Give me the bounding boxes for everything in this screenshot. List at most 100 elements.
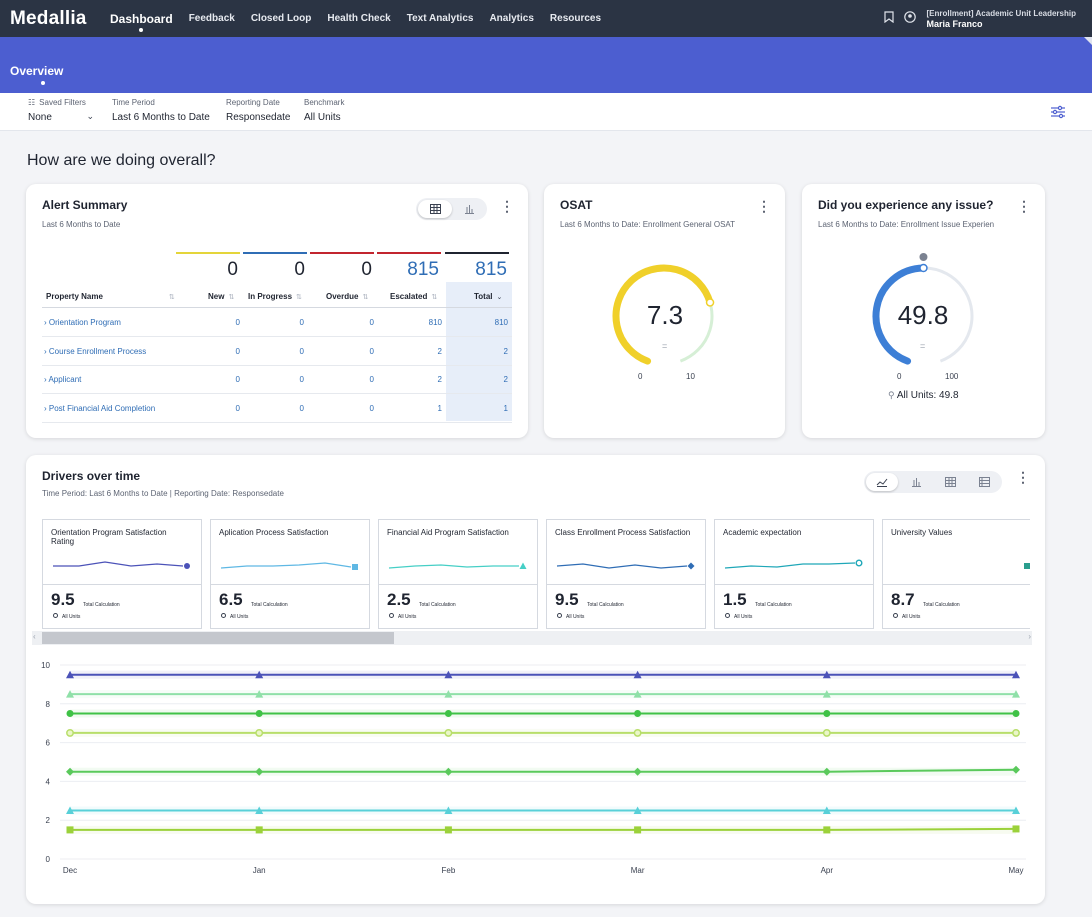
driver-tile[interactable]: Academic expectation 1.5 Total Calculation… [714,519,874,629]
user-icon[interactable] [904,11,917,26]
table-row[interactable]: › Post Financial Aid Completion 0 0 0 1 1 [42,395,512,423]
cell-total[interactable]: 1 [503,403,508,413]
data-point[interactable] [822,728,831,737]
col-total[interactable]: Total ⌄ [474,292,502,301]
nav-resources[interactable]: Resources [549,13,602,24]
data-point[interactable] [1012,710,1020,717]
cell-new[interactable]: 0 [235,375,240,384]
drivers-more-icon[interactable]: ⋮ [1016,469,1030,485]
data-point[interactable] [444,670,453,679]
saved-filters-dropdown[interactable]: ☷ Saved Filters None ⌄ [28,98,98,123]
data-point[interactable] [66,710,74,717]
expand-chevron-icon[interactable]: › [44,318,49,327]
data-point[interactable] [66,826,74,834]
cell-new[interactable]: 0 [235,318,240,327]
user-menu[interactable]: [Enrollment] Academic Unit Leadership Ma… [926,8,1076,30]
data-point[interactable] [255,728,264,737]
data-point[interactable] [633,728,642,737]
cell-escalated[interactable]: 2 [437,375,442,384]
table-row[interactable]: › Orientation Program 0 0 0 810 810 [42,309,512,337]
data-point[interactable] [823,826,831,834]
expand-chevron-icon[interactable]: › [44,403,49,413]
col-escalated[interactable]: Escalated ⇅ [390,292,437,301]
data-point[interactable] [822,806,831,815]
data-point[interactable] [255,710,263,717]
cell-in-progress[interactable]: 0 [299,403,304,413]
nav-dashboard[interactable]: Dashboard [110,0,173,37]
nav-text-analytics[interactable]: Text Analytics [406,13,474,24]
bar-view-button[interactable] [900,473,932,491]
data-point[interactable] [634,710,642,717]
cell-overdue[interactable]: 0 [369,403,374,413]
cell-escalated[interactable]: 1 [437,403,442,413]
cell-total[interactable]: 2 [503,346,508,356]
data-point[interactable] [1012,806,1020,815]
nav-closed-loop[interactable]: Closed Loop [250,13,312,24]
row-name[interactable]: › Post Financial Aid Completion [44,404,155,413]
data-point[interactable] [66,670,74,679]
data-point[interactable] [634,826,642,834]
time-period-filter[interactable]: Time Period Last 6 Months to Date [112,98,210,123]
data-point[interactable] [255,767,264,776]
data-point[interactable] [444,806,453,815]
cell-escalated[interactable]: 810 [428,318,442,327]
scrollbar-thumb[interactable] [42,632,394,644]
medallia-logo[interactable]: Medallia [10,7,87,29]
table-row[interactable]: › Course Enrollment Process 0 0 0 2 2 [42,338,512,366]
cell-new[interactable]: 0 [235,403,240,413]
data-point[interactable] [822,690,831,698]
cell-new[interactable]: 0 [235,346,240,356]
col-property-name[interactable]: Property Name ⇅ [46,292,175,301]
data-point[interactable] [66,806,74,815]
data-point[interactable] [1012,825,1020,833]
reporting-date-filter[interactable]: Reporting Date Responsedate [226,98,291,123]
row-name[interactable]: › Applicant [44,375,81,384]
data-point[interactable] [444,728,453,737]
data-point[interactable] [255,806,264,815]
line-view-button[interactable] [866,473,898,491]
row-name[interactable]: › Course Enrollment Process [44,347,146,356]
data-point[interactable] [444,710,452,717]
scroll-left-icon[interactable]: ‹ [33,632,36,641]
driver-tile[interactable]: University Values 8.7 Total Calculation All… [882,519,1030,629]
issue-more-icon[interactable]: ⋮ [1017,198,1031,214]
benchmark-filter[interactable]: Benchmark All Units [304,98,344,123]
data-point[interactable] [822,670,831,679]
cell-in-progress[interactable]: 0 [299,346,304,356]
data-point[interactable] [66,728,74,737]
expand-chevron-icon[interactable]: › [44,346,49,356]
chart-view-button[interactable] [452,200,486,218]
driver-tile[interactable]: Orientation Program Satisfaction Rating 9… [42,519,202,629]
table-view-button[interactable] [934,473,966,491]
cell-escalated[interactable]: 2 [437,346,442,356]
data-point[interactable] [1012,728,1020,737]
data-point[interactable] [633,690,642,698]
data-point[interactable] [822,767,831,776]
data-point[interactable] [444,767,453,776]
tiles-scrollbar[interactable]: ‹ › [32,631,1032,645]
data-point[interactable] [633,767,642,776]
data-point[interactable] [1012,690,1020,698]
data-point[interactable] [66,690,74,698]
cell-overdue[interactable]: 0 [369,318,374,327]
col-in-progress[interactable]: In Progress ⇅ [248,292,302,301]
cell-overdue[interactable]: 0 [369,346,374,356]
driver-tile[interactable]: Aplication Process Satisfaction 6.5 Total … [210,519,370,629]
data-point[interactable] [255,826,263,834]
data-point[interactable] [1012,670,1020,679]
nav-feedback[interactable]: Feedback [188,13,235,24]
bookmark-icon[interactable] [884,11,895,26]
col-new[interactable]: New ⇅ [208,292,234,301]
expand-chevron-icon[interactable]: › [44,375,49,384]
table-row[interactable]: › Applicant 0 0 0 2 2 [42,366,512,394]
osat-more-icon[interactable]: ⋮ [757,198,771,214]
data-point[interactable] [633,806,642,815]
table-view-button[interactable] [418,200,452,218]
alert-summary-more-icon[interactable]: ⋮ [500,198,514,214]
cell-in-progress[interactable]: 0 [299,318,304,327]
cell-overdue[interactable]: 0 [369,375,374,384]
data-point[interactable] [1012,765,1020,774]
cell-total[interactable]: 2 [503,375,508,384]
filter-settings-icon[interactable] [1050,105,1066,122]
data-point[interactable] [255,670,264,679]
